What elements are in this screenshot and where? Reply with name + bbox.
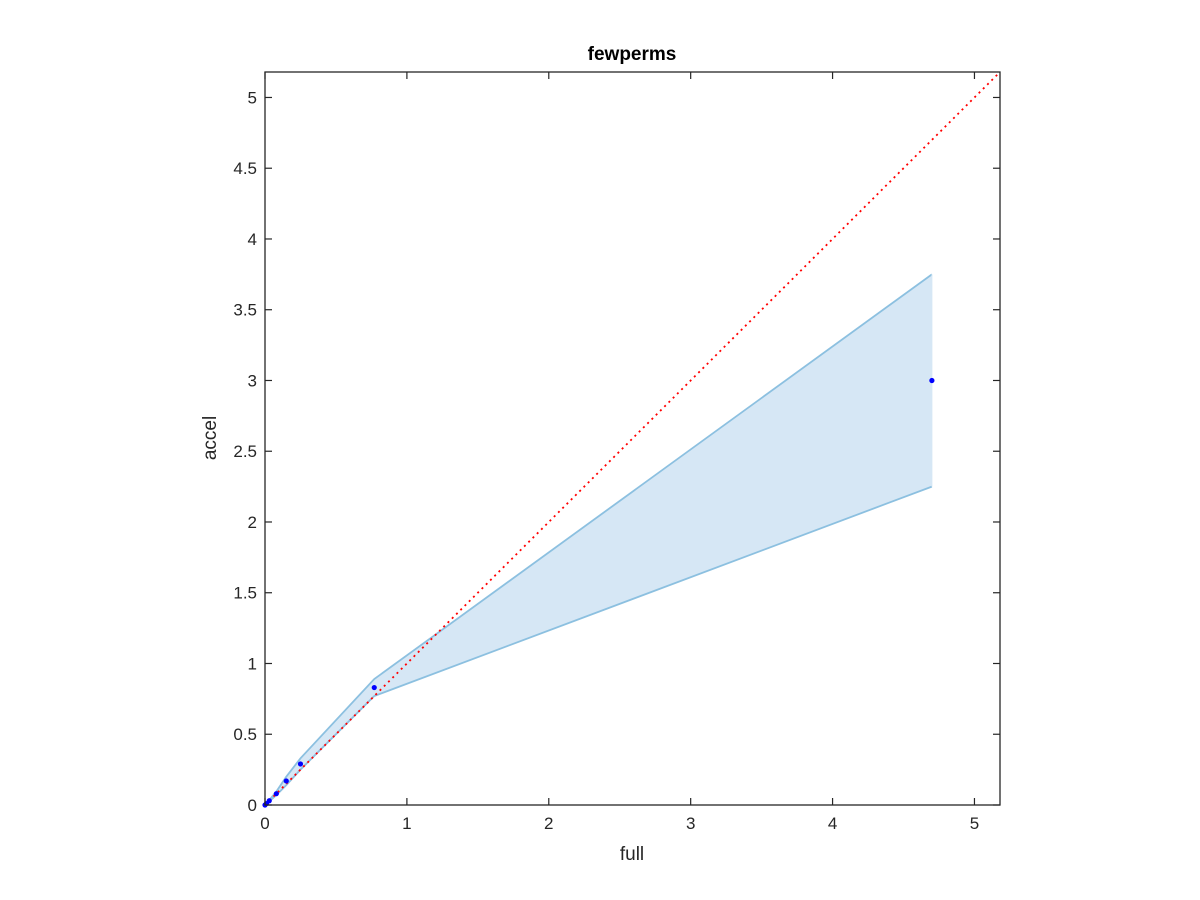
x-axis-ticks: 0 1 2 3 4 5 bbox=[260, 72, 979, 833]
data-point bbox=[929, 377, 935, 384]
data-point bbox=[297, 761, 304, 767]
x-tick-label: 2 bbox=[544, 814, 553, 833]
y-tick-label: 2.5 bbox=[233, 442, 257, 461]
x-tick-label: 1 bbox=[402, 814, 411, 833]
y-tick-label: 1 bbox=[248, 654, 257, 673]
band-fill bbox=[265, 274, 932, 805]
x-tick-label: 3 bbox=[686, 814, 695, 833]
data-point bbox=[266, 798, 272, 804]
reference-line-layer bbox=[264, 71, 1001, 806]
x-tick-label: 5 bbox=[970, 814, 979, 833]
y-axis-ticks: 0 0.5 1 1.5 2 2.5 3 3.5 4 4.5 5 bbox=[233, 88, 1000, 815]
data-points bbox=[262, 377, 935, 808]
y-tick-label: 0.5 bbox=[233, 725, 257, 744]
y-tick-label: 3 bbox=[248, 371, 257, 390]
y-tick-label: 4.5 bbox=[233, 159, 257, 178]
y-tick-label: 4 bbox=[248, 230, 257, 249]
x-tick-label: 0 bbox=[260, 814, 269, 833]
axes-box bbox=[264, 71, 1001, 806]
x-axis-label: full bbox=[620, 844, 644, 865]
y-tick-label: 0 bbox=[248, 796, 257, 815]
data-point bbox=[273, 791, 279, 797]
data-point bbox=[371, 684, 377, 691]
chart-title: fewperms bbox=[588, 44, 677, 65]
y-tick-label: 1.5 bbox=[233, 584, 257, 603]
x-tick-label: 4 bbox=[828, 814, 837, 833]
data-point bbox=[283, 778, 289, 784]
reference-line bbox=[264, 71, 1001, 806]
y-tick-label: 3.5 bbox=[233, 301, 257, 320]
y-tick-label: 2 bbox=[248, 513, 257, 532]
y-tick-label: 5 bbox=[248, 88, 257, 107]
y-axis-label: accel bbox=[200, 416, 221, 460]
